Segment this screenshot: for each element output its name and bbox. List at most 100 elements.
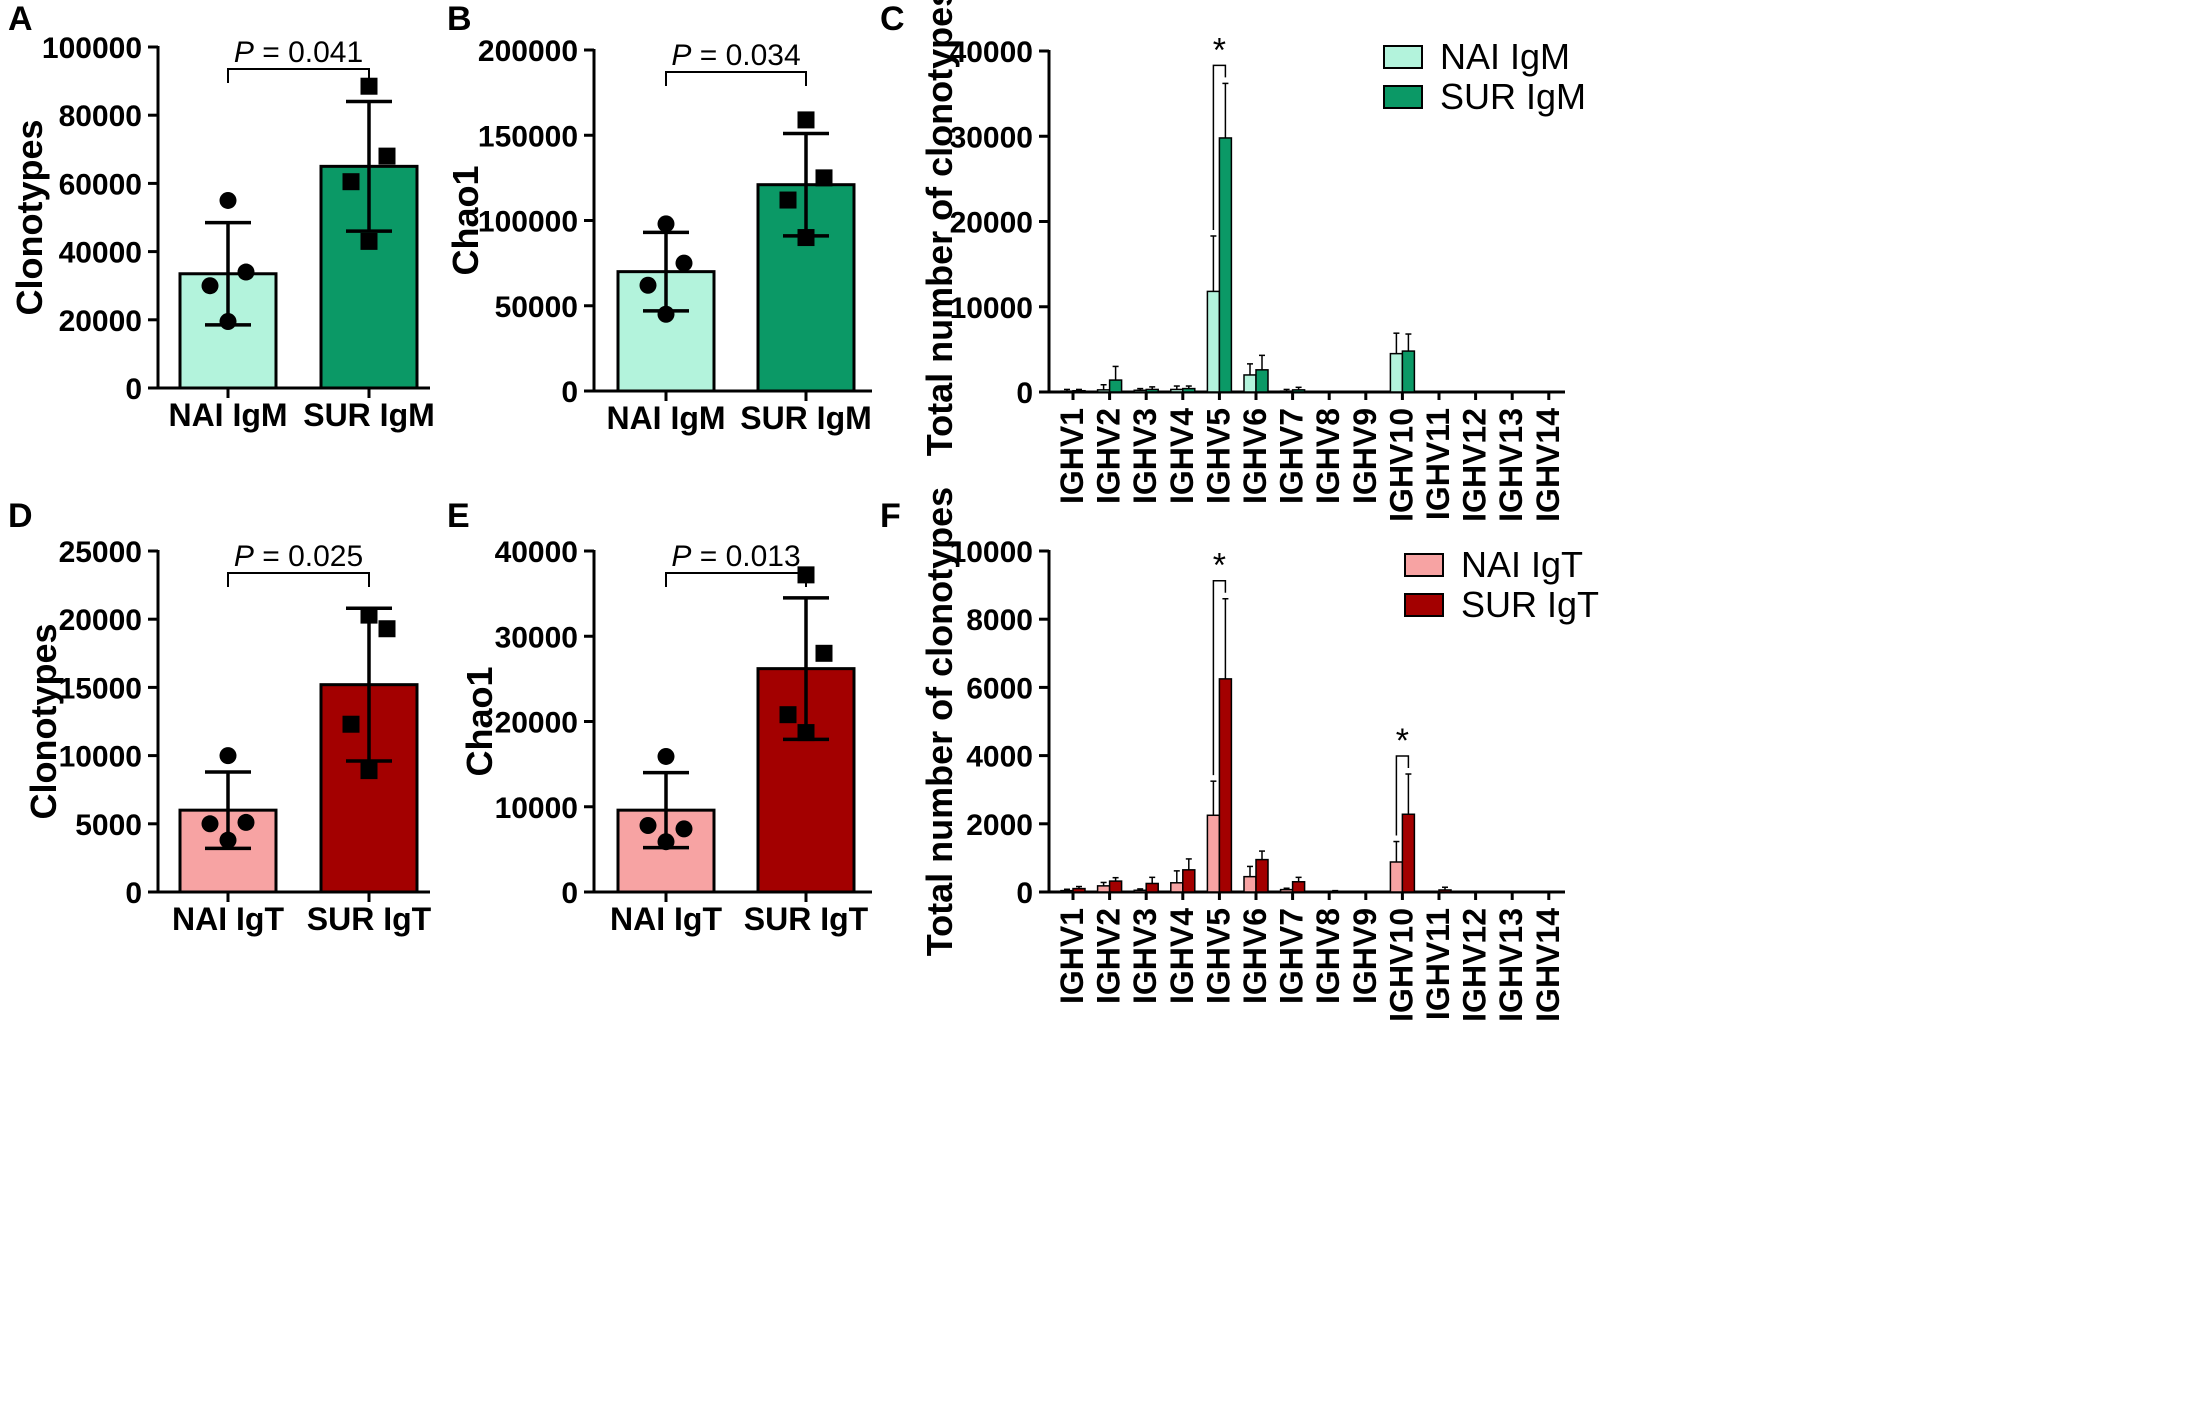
x-category-label: IGHV3 bbox=[1127, 408, 1163, 504]
bar-nai-igm bbox=[1206, 290, 1221, 393]
data-point-square bbox=[797, 111, 815, 129]
x-category-label: IGHV7 bbox=[1274, 908, 1310, 1004]
y-axis-label: Total number of clonotypes bbox=[919, 0, 960, 456]
data-point-circle bbox=[219, 191, 237, 209]
data-point-square bbox=[360, 762, 378, 780]
x-category-label: SUR IgT bbox=[744, 901, 869, 937]
bar-sur-igm bbox=[1255, 369, 1269, 393]
x-category-label: IGHV13 bbox=[1493, 408, 1529, 522]
significance-bracket bbox=[227, 68, 370, 83]
chart-panel-b: 0 50000 100000 150000 200000 Chao1 B NAI IgM SUR… bbox=[445, 0, 872, 436]
y-tick-label: 10000 bbox=[59, 741, 142, 774]
chart-panel-e: 0 10000 20000 30000 40000 Chao1 E NAI IgT SUR Ig… bbox=[447, 497, 872, 937]
x-category-label: IGHV10 bbox=[1383, 908, 1419, 1022]
x-category-label: NAI IgM bbox=[168, 397, 287, 433]
x-category-label: IGHV2 bbox=[1091, 908, 1127, 1004]
p-value: = 0.025 bbox=[254, 540, 363, 573]
data-point-square bbox=[815, 644, 833, 662]
significance-bracket bbox=[227, 572, 370, 587]
data-point-square bbox=[797, 724, 815, 742]
p-symbol: P bbox=[234, 540, 254, 573]
y-tick-label: 100000 bbox=[478, 206, 578, 239]
panel-letter: F bbox=[880, 497, 901, 535]
data-point-square bbox=[360, 77, 378, 95]
bar-sur-igm bbox=[1108, 379, 1123, 393]
bar-sur-igm bbox=[1218, 137, 1233, 393]
bar-nai-igm bbox=[1060, 390, 1074, 393]
bar-sur-igt bbox=[1328, 890, 1342, 893]
y-axis-label: Total number of clonotypes bbox=[919, 487, 960, 956]
bar-sur-igm bbox=[1291, 389, 1306, 393]
y-tick-label: 4000 bbox=[966, 741, 1033, 774]
p-symbol: P bbox=[671, 540, 691, 573]
chart-panel-a: 0 20000 40000 60000 80000 100000 Clonotypes A NA… bbox=[8, 0, 435, 433]
y-tick-label: 30000 bbox=[495, 621, 578, 654]
x-category-label: IGHV14 bbox=[1530, 908, 1566, 1022]
x-category-label: IGHV8 bbox=[1310, 908, 1346, 1004]
data-point-square bbox=[779, 191, 797, 209]
x-category-label: IGHV9 bbox=[1347, 908, 1383, 1004]
y-tick-label: 50000 bbox=[495, 291, 578, 324]
significance-star: * bbox=[1213, 31, 1226, 69]
y-tick-label: 30000 bbox=[950, 121, 1033, 154]
significance-star: * bbox=[1213, 547, 1226, 585]
data-point-square bbox=[797, 229, 815, 247]
bar-sur-igm bbox=[1401, 350, 1416, 393]
y-tick-label: 10000 bbox=[495, 792, 578, 825]
bar-nai-igm bbox=[1279, 390, 1294, 393]
y-tick-label: 20000 bbox=[950, 207, 1033, 240]
y-tick-label: 0 bbox=[561, 376, 578, 409]
y-axis-label: Clonotypes bbox=[23, 623, 64, 819]
bar-nai-igm bbox=[1170, 388, 1184, 393]
bar-sur-igt bbox=[1182, 869, 1196, 893]
significance-bracket bbox=[1212, 579, 1227, 776]
y-axis-label: Chao1 bbox=[445, 165, 486, 275]
significance-bracket bbox=[1395, 755, 1410, 836]
y-tick-label: 200000 bbox=[478, 35, 578, 68]
y-tick-label: 2000 bbox=[966, 809, 1033, 842]
p-symbol: P bbox=[671, 39, 691, 72]
x-category-label: IGHV2 bbox=[1091, 408, 1127, 504]
bar-sur-igt bbox=[1108, 880, 1123, 893]
x-category-label: IGHV11 bbox=[1420, 908, 1456, 1020]
bar-sur-igm bbox=[1145, 388, 1159, 393]
legend-swatch bbox=[1383, 85, 1423, 109]
bar-sur-igt bbox=[1291, 881, 1306, 893]
p-value-label: P = 0.034 bbox=[671, 39, 800, 72]
data-point-circle bbox=[639, 276, 657, 294]
y-tick-label: 40000 bbox=[59, 237, 142, 270]
y-tick-label: 25000 bbox=[59, 536, 142, 569]
data-point-square bbox=[342, 173, 360, 191]
panel-letter: E bbox=[447, 497, 470, 535]
bar-sur-igt bbox=[1218, 678, 1233, 893]
x-category-label: IGHV8 bbox=[1310, 408, 1346, 504]
bar-sur-igt bbox=[1438, 889, 1452, 893]
bar-nai-igt bbox=[1389, 861, 1404, 893]
data-point-square bbox=[342, 715, 360, 733]
data-point-square bbox=[815, 169, 833, 187]
bar-sur-igt bbox=[1255, 858, 1269, 893]
x-category-label: IGHV6 bbox=[1237, 908, 1273, 1004]
significance-star: * bbox=[1396, 722, 1409, 760]
bar-nai-igt bbox=[1133, 889, 1147, 893]
legend-swatch bbox=[1404, 553, 1444, 577]
x-category-label: IGHV4 bbox=[1164, 908, 1200, 1004]
panel-letter: D bbox=[8, 497, 33, 535]
bar-nai-igm bbox=[1243, 374, 1257, 393]
y-tick-label: 20000 bbox=[59, 604, 142, 637]
bar-nai-igm bbox=[1133, 389, 1147, 393]
panel-letter: B bbox=[447, 0, 472, 38]
x-category-label: IGHV4 bbox=[1164, 408, 1200, 504]
y-tick-label: 0 bbox=[561, 877, 578, 910]
x-category-label: IGHV1 bbox=[1054, 408, 1090, 504]
data-point-circle bbox=[657, 215, 675, 233]
bar-nai-igt bbox=[1060, 889, 1074, 893]
x-category-label: IGHV13 bbox=[1493, 908, 1529, 1022]
y-tick-label: 150000 bbox=[478, 120, 578, 153]
legend-swatch bbox=[1383, 45, 1423, 69]
y-tick-label: 40000 bbox=[950, 36, 1033, 69]
p-symbol: P bbox=[234, 36, 254, 69]
